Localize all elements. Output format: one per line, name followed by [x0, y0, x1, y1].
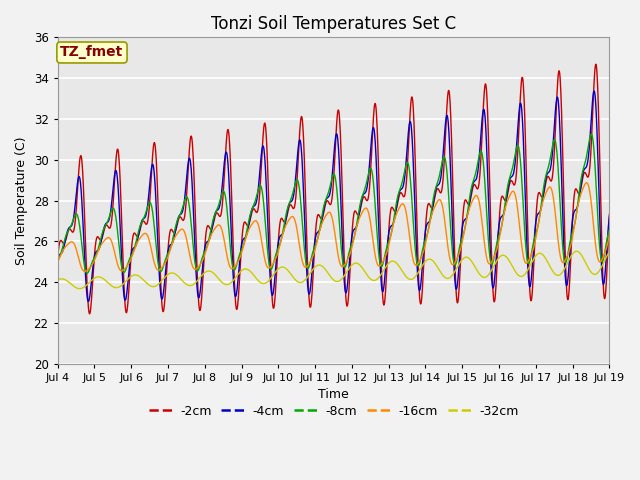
-8cm: [54, 257, 61, 263]
-8cm: [97, 236, 104, 242]
-32cm: [310, 266, 317, 272]
-2cm: [605, 211, 613, 217]
-4cm: [119, 283, 127, 289]
-2cm: [97, 237, 104, 243]
-32cm: [288, 273, 296, 279]
-16cm: [97, 243, 104, 249]
-4cm: [605, 213, 613, 219]
-2cm: [300, 135, 307, 141]
-16cm: [310, 252, 317, 258]
Line: -2cm: -2cm: [58, 64, 609, 314]
-8cm: [288, 193, 296, 199]
-4cm: [368, 132, 376, 137]
Line: -4cm: -4cm: [58, 91, 609, 301]
-32cm: [76, 286, 83, 291]
-4cm: [288, 198, 296, 204]
-32cm: [605, 249, 613, 255]
-16cm: [81, 268, 89, 274]
-4cm: [300, 189, 307, 194]
-2cm: [288, 204, 296, 210]
-8cm: [605, 227, 613, 232]
-2cm: [119, 261, 127, 267]
-16cm: [119, 267, 127, 273]
-4cm: [590, 88, 598, 94]
-16cm: [605, 231, 613, 237]
-8cm: [83, 270, 91, 276]
-2cm: [54, 256, 61, 262]
-32cm: [368, 277, 376, 283]
-8cm: [300, 236, 307, 241]
-16cm: [288, 214, 296, 219]
Line: -16cm: -16cm: [58, 183, 609, 271]
-8cm: [119, 269, 127, 275]
-2cm: [86, 311, 93, 317]
Legend: -2cm, -4cm, -8cm, -16cm, -32cm: -2cm, -4cm, -8cm, -16cm, -32cm: [144, 400, 524, 423]
-32cm: [300, 278, 307, 284]
-16cm: [368, 230, 376, 236]
-2cm: [592, 61, 600, 67]
-2cm: [310, 265, 317, 271]
Line: -32cm: -32cm: [58, 251, 609, 288]
-4cm: [97, 241, 104, 247]
Text: TZ_fmet: TZ_fmet: [60, 46, 124, 60]
Y-axis label: Soil Temperature (C): Soil Temperature (C): [15, 136, 28, 265]
-32cm: [97, 275, 104, 280]
Title: Tonzi Soil Temperatures Set C: Tonzi Soil Temperatures Set C: [211, 15, 456, 33]
-16cm: [583, 180, 591, 186]
-4cm: [310, 251, 317, 257]
-32cm: [54, 277, 61, 283]
-32cm: [573, 248, 580, 254]
-16cm: [54, 260, 61, 265]
-4cm: [54, 257, 61, 263]
-32cm: [119, 281, 127, 287]
-8cm: [310, 247, 317, 253]
-2cm: [368, 142, 376, 147]
Line: -8cm: -8cm: [58, 134, 609, 273]
-16cm: [300, 262, 307, 268]
-4cm: [84, 299, 92, 304]
X-axis label: Time: Time: [318, 388, 349, 401]
-8cm: [368, 169, 376, 175]
-8cm: [588, 131, 595, 137]
